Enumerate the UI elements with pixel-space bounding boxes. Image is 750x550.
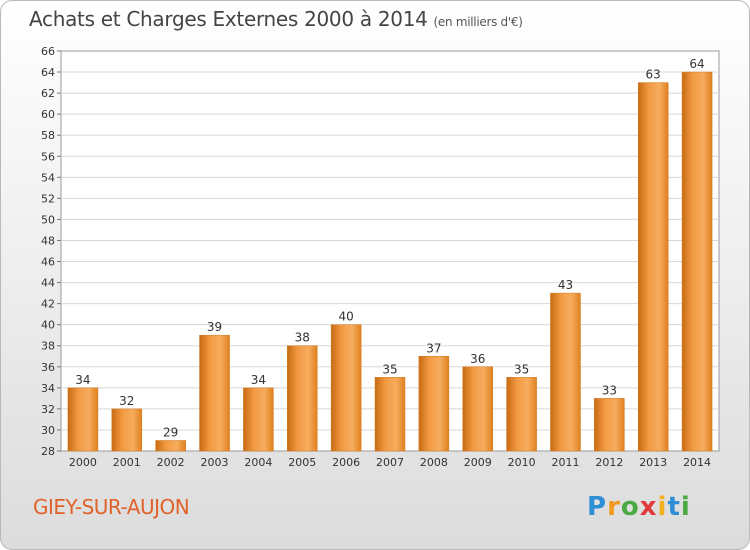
x-axis-labels: 2000 2001 2002 2003 2004 2005 2006 2007 2008 2009… xyxy=(69,456,711,469)
bar-2005 xyxy=(287,345,318,452)
y-tick-label: 64 xyxy=(41,66,55,79)
bar-2012 xyxy=(594,398,625,452)
bar-2010 xyxy=(506,377,537,452)
commune-name: GIEY-SUR-AUJON xyxy=(33,495,190,519)
y-tick-label: 48 xyxy=(41,234,55,247)
bar-2001 xyxy=(111,408,143,452)
logo-letter: t xyxy=(667,492,681,522)
x-tick-label: 2008 xyxy=(420,456,448,469)
value-label-2004: 34 xyxy=(251,373,266,387)
x-tick-label: 2003 xyxy=(201,456,229,469)
grid-lines xyxy=(61,71,719,431)
value-label-2012: 33 xyxy=(602,383,617,397)
y-tick-label: 52 xyxy=(41,192,55,205)
chart-title: Achats et Charges Externes 2000 à 2014 (e… xyxy=(29,7,523,31)
value-label-2014: 64 xyxy=(689,57,704,71)
y-tick-label: 44 xyxy=(41,277,55,290)
y-tick-label: 54 xyxy=(41,171,55,184)
y-tick-label: 30 xyxy=(41,424,55,437)
logo-letter: i xyxy=(657,492,668,522)
logo-letter: x xyxy=(639,492,658,522)
value-label-2013: 63 xyxy=(646,68,661,82)
y-tick-label: 46 xyxy=(41,256,55,269)
proxiti-logo: Proxiti xyxy=(587,492,691,522)
y-tick-label: 28 xyxy=(41,445,55,458)
y-tick-label: 42 xyxy=(41,298,55,311)
y-tick-label: 66 xyxy=(41,45,55,58)
x-tick-label: 2011 xyxy=(551,456,579,469)
unit-note: (en milliers d'€) xyxy=(433,15,523,29)
bar-2009 xyxy=(462,366,493,452)
y-tick-label: 62 xyxy=(41,87,55,100)
chart-title-text: Achats et Charges Externes 2000 à 2014 xyxy=(29,7,428,31)
bar-2008 xyxy=(418,356,450,452)
y-axis-ticks: 28 30 32 34 36 38 40 42 44 46 48 50 52 54 56 58 60 62 64 66 xyxy=(41,45,61,458)
bar-2007 xyxy=(374,377,406,452)
y-tick-label: 36 xyxy=(41,361,55,374)
x-tick-label: 2005 xyxy=(288,456,316,469)
bar-2002 xyxy=(155,440,186,452)
value-label-2001: 32 xyxy=(119,394,134,408)
logo-letter: P xyxy=(587,492,608,522)
value-labels: 34 32 29 39 34 38 40 35 37 36 35 43 33 63 64 xyxy=(75,57,704,439)
x-tick-label: 2013 xyxy=(639,456,667,469)
y-tick-label: 60 xyxy=(41,108,55,121)
value-label-2009: 36 xyxy=(470,352,485,366)
x-tick-label: 2009 xyxy=(464,456,492,469)
x-tick-label: 2006 xyxy=(332,456,360,469)
value-label-2003: 39 xyxy=(207,320,222,334)
value-label-2006: 40 xyxy=(338,310,353,324)
x-tick-label: 2012 xyxy=(595,456,623,469)
x-tick-label: 2007 xyxy=(376,456,404,469)
bar-2014 xyxy=(681,71,713,452)
x-tick-label: 2014 xyxy=(683,456,711,469)
value-label-2011: 43 xyxy=(558,278,573,292)
logo-letter: i xyxy=(680,492,691,522)
logo-letter: r xyxy=(607,492,621,522)
bar-2006 xyxy=(330,324,362,452)
x-tick-label: 2000 xyxy=(69,456,97,469)
y-tick-label: 50 xyxy=(41,213,55,226)
value-label-2008: 37 xyxy=(426,341,441,355)
y-tick-label: 58 xyxy=(41,129,55,142)
x-tick-label: 2001 xyxy=(113,456,141,469)
bar-2004 xyxy=(243,387,274,452)
logo-letter: o xyxy=(620,492,640,522)
value-label-2005: 38 xyxy=(295,331,310,345)
value-label-2000: 34 xyxy=(75,373,90,387)
y-tick-label: 40 xyxy=(41,319,55,332)
value-label-2007: 35 xyxy=(382,362,397,376)
bar-2013 xyxy=(637,82,669,452)
bar-2003 xyxy=(199,334,230,452)
value-label-2002: 29 xyxy=(163,425,178,439)
x-tick-label: 2010 xyxy=(508,456,536,469)
bar-2000 xyxy=(67,387,99,452)
x-tick-label: 2002 xyxy=(157,456,185,469)
x-tick-label: 2004 xyxy=(244,456,272,469)
bars xyxy=(67,71,713,452)
y-tick-label: 38 xyxy=(41,340,55,353)
y-tick-label: 32 xyxy=(41,403,55,416)
bar-2011 xyxy=(550,292,581,452)
value-label-2010: 35 xyxy=(514,362,529,376)
y-tick-label: 56 xyxy=(41,150,55,163)
y-tick-label: 34 xyxy=(41,382,55,395)
